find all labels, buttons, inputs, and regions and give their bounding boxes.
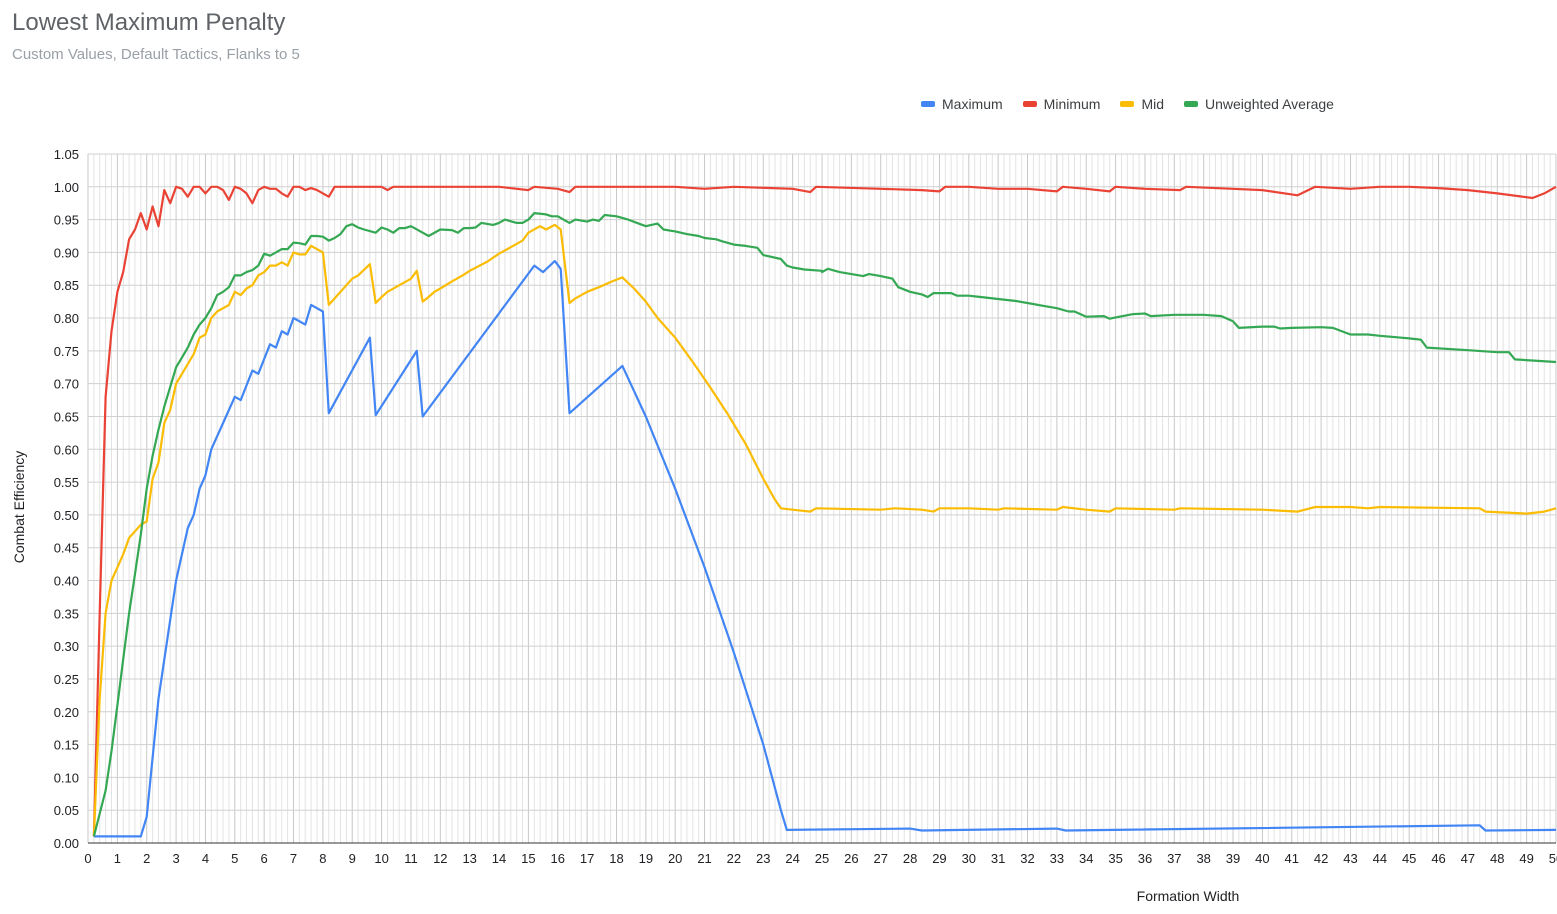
grid-lines	[87, 153, 1557, 844]
x-tick-label: 2	[143, 851, 150, 866]
series-line-mid[interactable]	[92, 223, 1557, 837]
y-tick-label: 0.30	[54, 639, 79, 654]
y-tick-label: 0.25	[54, 672, 79, 687]
series-line-minimum[interactable]	[92, 185, 1557, 837]
x-tick-label: 47	[1461, 851, 1475, 866]
x-tick-label: 3	[172, 851, 179, 866]
x-tick-label: 15	[521, 851, 535, 866]
x-tick-label: 33	[1050, 851, 1064, 866]
y-tick-label: 0.00	[54, 836, 79, 851]
legend-label: Minimum	[1043, 96, 1101, 112]
y-tick-label: 0.75	[54, 344, 79, 359]
x-tick-label: 0	[84, 851, 91, 866]
x-tick-label: 5	[231, 851, 238, 866]
y-tick-label: 0.70	[54, 377, 79, 392]
y-tick-label: 0.90	[54, 245, 79, 260]
legend-swatch	[921, 101, 935, 107]
chart-title: Lowest Maximum Penalty	[12, 9, 286, 36]
x-tick-label: 35	[1108, 851, 1122, 866]
y-tick-label: 1.00	[54, 180, 79, 195]
x-tick-label: 42	[1314, 851, 1328, 866]
x-tick-label: 10	[374, 851, 388, 866]
legend-label: Maximum	[942, 96, 1003, 112]
x-tick-label: 22	[727, 851, 741, 866]
x-tick-label: 50	[1549, 851, 1557, 866]
y-axis-label: Combat Efficiency	[11, 451, 27, 564]
x-tick-label: 13	[462, 851, 476, 866]
x-tick-label: 9	[349, 851, 356, 866]
y-tick-label: 0.50	[54, 508, 79, 523]
y-tick-label: 0.80	[54, 311, 79, 326]
x-tick-label: 23	[756, 851, 770, 866]
x-tick-label: 28	[903, 851, 917, 866]
x-tick-label: 48	[1490, 851, 1504, 866]
x-tick-label: 12	[433, 851, 447, 866]
y-tick-label: 0.60	[54, 442, 79, 457]
x-tick-label: 40	[1255, 851, 1269, 866]
y-tick-label: 0.05	[54, 803, 79, 818]
legend-item-unweighted-average[interactable]: Unweighted Average	[1184, 96, 1334, 112]
y-axis-ticks: 0.00 0.05 0.10 0.15 0.20 0.25 0.30 0.35 0.40 0.45…	[54, 147, 79, 851]
y-tick-label: 0.10	[54, 770, 79, 785]
legend-item-minimum[interactable]: Minimum	[1022, 96, 1101, 112]
legend-swatch	[1022, 101, 1037, 107]
x-tick-label: 37	[1167, 851, 1181, 866]
legend-label: Mid	[1141, 96, 1165, 112]
x-tick-label: 27	[873, 851, 887, 866]
x-axis-ticks: 0 1 2 3 4 5 6 7 8 9 10 11 12 13 14 15 16 17 18 19 20 21 22 23 24…	[84, 851, 1557, 866]
legend-swatch	[1184, 101, 1199, 107]
x-tick-label: 20	[668, 851, 682, 866]
x-tick-label: 16	[551, 851, 565, 866]
x-tick-label: 32	[1020, 851, 1034, 866]
x-tick-label: 44	[1373, 851, 1387, 866]
legend-item-maximum[interactable]: Maximum	[921, 96, 1003, 112]
x-tick-label: 19	[639, 851, 653, 866]
x-tick-label: 36	[1138, 851, 1152, 866]
x-tick-label: 24	[785, 851, 799, 866]
x-tick-label: 7	[290, 851, 297, 866]
x-tick-label: 34	[1079, 851, 1093, 866]
x-tick-label: 30	[962, 851, 976, 866]
y-tick-label: 0.35	[54, 606, 79, 621]
legend-item-mid[interactable]: Mid	[1120, 96, 1164, 112]
series-line-unweighted-average[interactable]	[92, 212, 1557, 837]
y-tick-label: 0.85	[54, 278, 79, 293]
x-tick-label: 11	[404, 851, 418, 866]
x-tick-label: 39	[1226, 851, 1240, 866]
y-tick-label: 0.55	[54, 475, 79, 490]
x-tick-label: 18	[609, 851, 623, 866]
x-tick-label: 17	[580, 851, 594, 866]
x-tick-label: 45	[1402, 851, 1416, 866]
x-tick-label: 1	[114, 851, 121, 866]
y-tick-label: 0.20	[54, 705, 79, 720]
series-line-maximum[interactable]	[93, 259, 1557, 838]
x-tick-label: 26	[844, 851, 858, 866]
legend-swatch	[1120, 101, 1135, 107]
chart-subtitle: Custom Values, Default Tactics, Flanks t…	[12, 46, 300, 63]
y-tick-label: 1.05	[54, 147, 79, 162]
x-tick-label: 31	[991, 851, 1005, 866]
x-tick-label: 46	[1431, 851, 1445, 866]
x-tick-label: 29	[932, 851, 946, 866]
x-tick-label: 21	[697, 851, 711, 866]
chart-legend: Maximum Minimum Mid Unweighted Average	[921, 96, 1334, 112]
x-tick-label: 43	[1343, 851, 1357, 866]
x-tick-label: 25	[815, 851, 829, 866]
x-tick-label: 8	[319, 851, 326, 866]
series-lines	[92, 185, 1557, 838]
x-tick-label: 4	[202, 851, 209, 866]
y-tick-label: 0.40	[54, 574, 79, 589]
x-axis-label: Formation Width	[1137, 888, 1240, 904]
y-tick-label: 0.15	[54, 738, 79, 753]
legend-label: Unweighted Average	[1205, 96, 1334, 112]
x-tick-label: 6	[261, 851, 268, 866]
y-tick-label: 0.45	[54, 541, 79, 556]
y-tick-label: 0.65	[54, 409, 79, 424]
x-tick-label: 14	[492, 851, 506, 866]
x-tick-label: 38	[1196, 851, 1210, 866]
x-tick-label: 41	[1285, 851, 1299, 866]
y-tick-label: 0.95	[54, 213, 79, 228]
x-tick-label: 49	[1519, 851, 1533, 866]
